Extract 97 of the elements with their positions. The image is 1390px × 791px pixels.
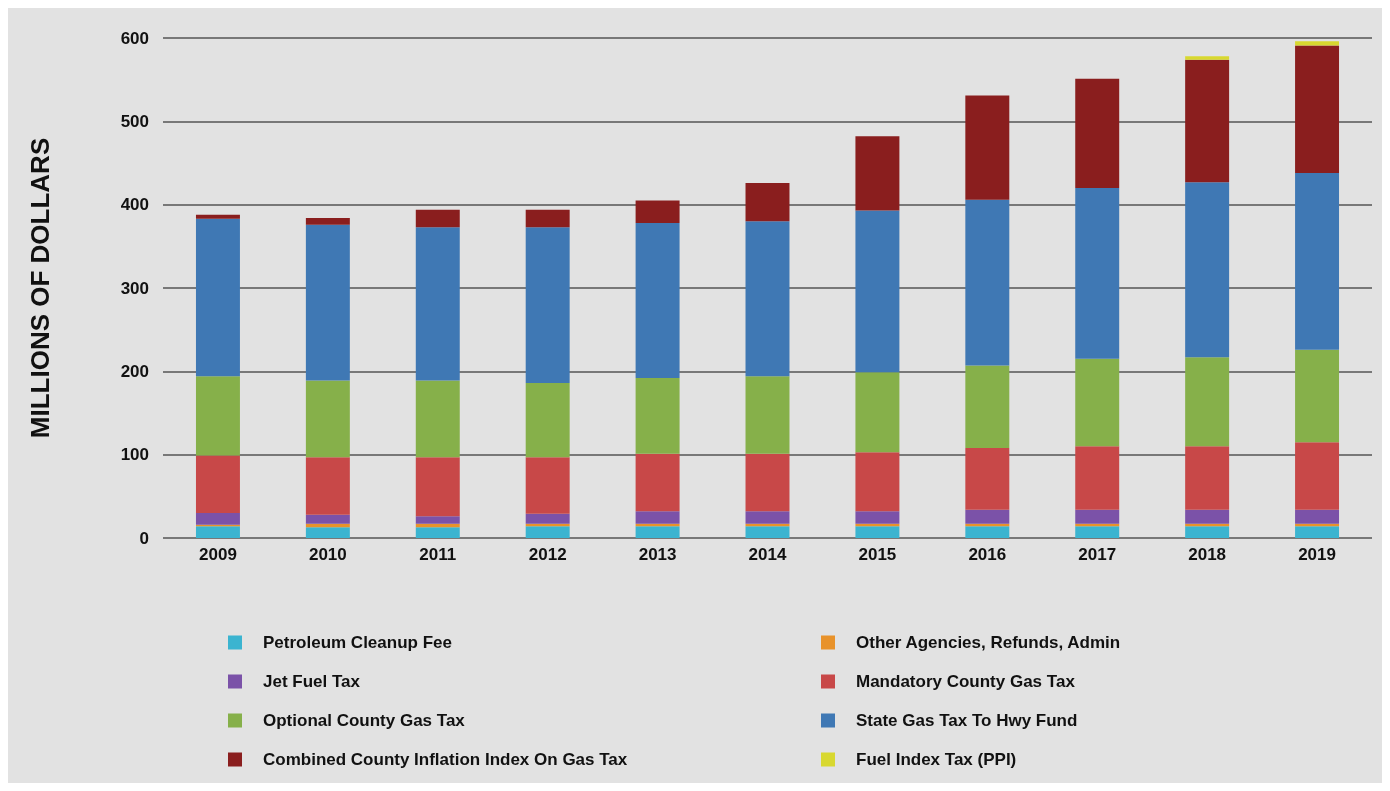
y-axis-title: MILLIONS OF DOLLARS (25, 137, 55, 439)
bar (195, 526, 240, 538)
bar (965, 526, 1010, 538)
bar (1075, 188, 1120, 359)
bar (415, 457, 460, 517)
bar (195, 513, 240, 525)
bar (305, 514, 350, 524)
bar (415, 380, 460, 458)
bar (1185, 526, 1230, 538)
bar (305, 218, 350, 225)
bar (855, 452, 900, 512)
legend-label: Mandatory County Gas Tax (856, 672, 1076, 691)
x-tick-label: 2019 (1298, 545, 1336, 564)
bar (195, 218, 240, 377)
y-tick-label: 100 (120, 445, 149, 465)
legend-label: Optional County Gas Tax (263, 711, 466, 730)
bar (855, 372, 900, 453)
bar (525, 457, 570, 514)
bar (1295, 442, 1340, 510)
bar (1185, 446, 1230, 510)
bar (305, 523, 350, 528)
bar (855, 511, 900, 524)
bar (635, 200, 680, 223)
bar (1075, 526, 1120, 538)
bar (525, 526, 570, 538)
bar (745, 183, 790, 222)
y-tick-label: 300 (120, 278, 149, 298)
bar (1185, 59, 1230, 183)
bar (305, 380, 350, 458)
bar (745, 376, 790, 454)
bar (1295, 526, 1340, 538)
bar (525, 513, 570, 524)
bar (635, 453, 680, 512)
legend-label: Combined County Inflation Index On Gas Tax (263, 750, 628, 769)
bar (855, 136, 900, 211)
bar (195, 455, 240, 513)
y-tick-label: 600 (120, 28, 149, 48)
x-tick-label: 2015 (858, 545, 897, 564)
y-tick-label: 0 (139, 528, 149, 548)
legend-label: Petroleum Cleanup Fee (263, 633, 452, 652)
bar (1295, 173, 1340, 350)
bar (525, 209, 570, 228)
bar (745, 511, 790, 524)
bar (635, 511, 680, 524)
bar (745, 526, 790, 538)
x-tick-label: 2016 (968, 545, 1007, 564)
bar (965, 448, 1010, 510)
bar (1185, 357, 1230, 447)
bar (965, 95, 1010, 200)
x-tick-label: 2013 (638, 545, 677, 564)
y-tick-label: 500 (120, 111, 149, 131)
bar (195, 214, 240, 219)
y-tick-label: 200 (120, 361, 149, 381)
x-tick-label: 2011 (419, 545, 457, 564)
y-tick-label: 400 (120, 195, 149, 215)
bar (1295, 349, 1340, 443)
bar (415, 227, 460, 381)
bar (1075, 358, 1120, 447)
bar (745, 221, 790, 377)
x-tick-label: 2009 (199, 545, 237, 564)
bar (1185, 182, 1230, 358)
bar (855, 210, 900, 373)
bar (415, 209, 460, 228)
x-tick-label: 2012 (528, 545, 567, 564)
bar (1295, 45, 1340, 173)
legend-label: Other Agencies, Refunds, Admin (856, 633, 1121, 652)
x-tick-label: 2018 (1188, 545, 1227, 564)
bar (855, 526, 900, 538)
bar (635, 223, 680, 378)
bar (415, 523, 460, 528)
bar (305, 224, 350, 381)
bar (525, 227, 570, 383)
legend-label: Fuel Index Tax (PPI) (856, 750, 1017, 769)
x-tick-label: 2017 (1078, 545, 1117, 564)
bar (1185, 509, 1230, 524)
bar (965, 509, 1010, 524)
x-tick-label: 2014 (748, 545, 787, 564)
bar (965, 365, 1010, 448)
legend-label: Jet Fuel Tax (263, 672, 361, 691)
bar (305, 457, 350, 515)
bar (195, 376, 240, 456)
bar (965, 199, 1010, 366)
bar (1075, 509, 1120, 524)
bar (1295, 509, 1340, 524)
x-tick-label: 2010 (308, 545, 347, 564)
bar (305, 527, 350, 538)
bar (1075, 78, 1120, 188)
legend-label: State Gas Tax To Hwy Fund (856, 711, 1078, 730)
bar (635, 526, 680, 538)
bar (745, 453, 790, 512)
bar (525, 383, 570, 458)
bar (1185, 56, 1230, 60)
bar (415, 516, 460, 524)
bar (635, 378, 680, 454)
bar (1295, 41, 1340, 46)
bar (1075, 446, 1120, 510)
bar (415, 527, 460, 538)
